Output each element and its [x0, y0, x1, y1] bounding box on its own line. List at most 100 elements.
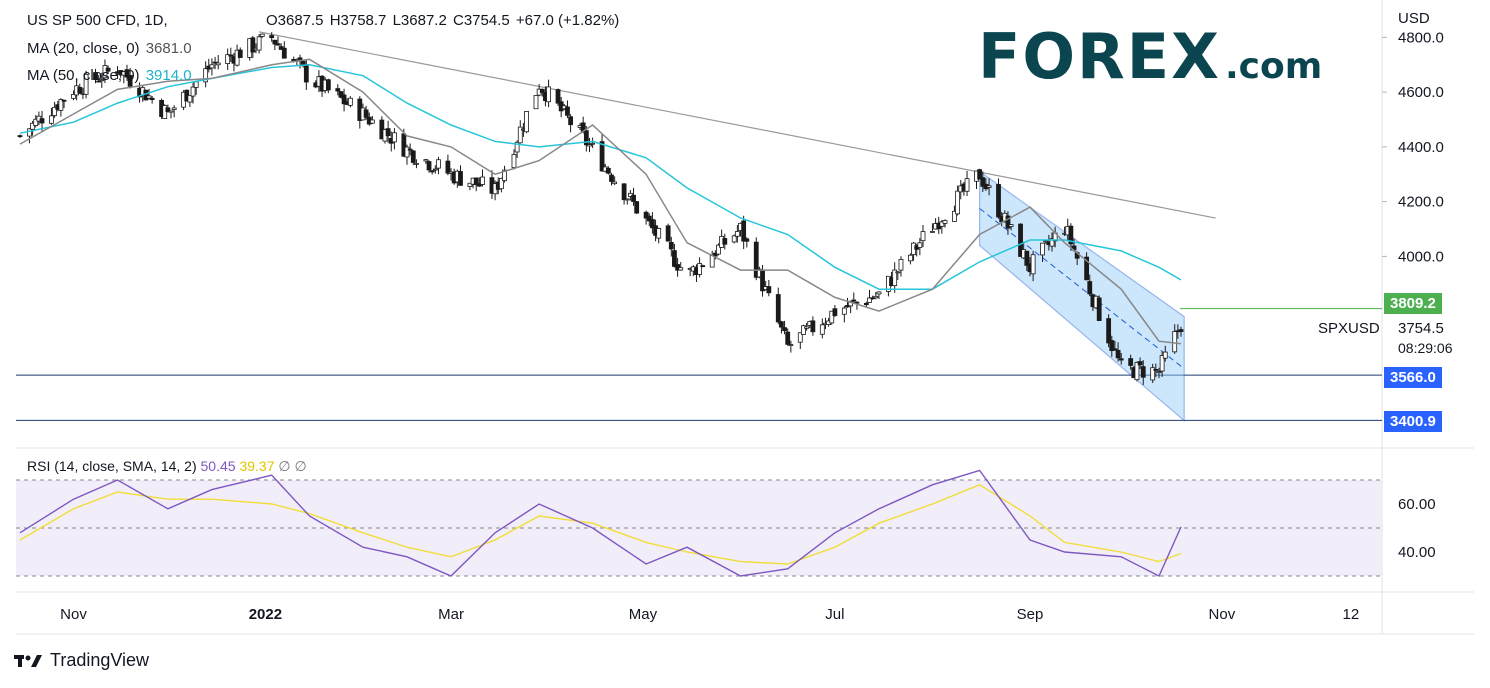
candle-body	[1068, 225, 1074, 245]
candle-body	[1008, 224, 1014, 227]
candle-body	[892, 269, 898, 286]
candle-body	[502, 169, 507, 182]
candle-body	[517, 126, 523, 144]
candle-body	[804, 326, 809, 329]
candle-body	[414, 162, 419, 165]
ohlc-header: US SP 500 CFD, 1D, O3687.5 H3758.7 L3687…	[27, 12, 621, 29]
price-tick-label: 4800.0	[1398, 29, 1444, 46]
candle-body	[473, 177, 479, 186]
candle-body	[514, 141, 520, 153]
price-tick-label: 4400.0	[1398, 139, 1444, 156]
candle-body	[920, 231, 926, 242]
candle-body	[458, 171, 463, 186]
candle-body	[203, 68, 209, 83]
candle-body	[363, 109, 369, 118]
candle-body	[259, 33, 265, 37]
candle-body	[171, 107, 177, 111]
candle-body	[77, 86, 83, 94]
candle-body	[634, 201, 640, 214]
candle-body	[1084, 256, 1090, 281]
candle-body	[955, 190, 961, 215]
candle-body	[99, 79, 105, 82]
candle-body	[146, 95, 152, 99]
rsi-legend[interactable]: RSI (14, close, SMA, 14, 2) 50.45 39.37 …	[27, 458, 307, 475]
time-tick-label: Nov	[60, 606, 87, 623]
rsi-label-text: RSI (14, close, SMA, 14, 2)	[27, 458, 197, 474]
candle-body	[1005, 215, 1011, 229]
candle-body	[1140, 366, 1146, 378]
candle-body	[105, 67, 111, 72]
candle-body	[190, 86, 196, 97]
candle-body	[369, 119, 375, 124]
candle-body	[225, 54, 231, 65]
candle-body	[1134, 362, 1140, 381]
candle-body	[385, 128, 391, 137]
candle-body	[269, 35, 275, 39]
candle-body	[841, 307, 847, 315]
candle-body	[250, 37, 256, 53]
time-tick-label: Jul	[825, 606, 844, 623]
support2-price-tag: 3400.9	[1384, 411, 1442, 432]
candle-body	[404, 146, 410, 158]
candle-body	[930, 231, 935, 233]
candle-body	[17, 135, 23, 137]
candle-body	[445, 160, 451, 174]
candle-body	[810, 320, 816, 333]
candle-body	[61, 99, 67, 102]
time-tick-label: Nov	[1209, 606, 1236, 623]
time-tick-label: 12	[1343, 606, 1360, 623]
candle-body	[668, 241, 674, 250]
candle-body	[797, 332, 803, 343]
close-value: C3754.5	[452, 12, 510, 29]
ma50-label: MA (50, close, 0)	[27, 67, 140, 84]
candle-body	[83, 74, 89, 95]
candle-body	[1018, 223, 1023, 257]
candle-body	[876, 291, 882, 295]
candle-body	[193, 81, 199, 88]
logo-suffix: .com	[1224, 46, 1323, 87]
ma50-legend[interactable]: MA (50, close, 0) 3914.0	[27, 67, 194, 84]
candle-body	[1049, 238, 1055, 247]
candle-body	[49, 115, 54, 124]
ma20-legend[interactable]: MA (20, close, 0) 3681.0	[27, 40, 194, 57]
candle-body	[498, 177, 504, 190]
candle-body	[423, 159, 429, 162]
candle-body	[124, 69, 130, 78]
candle-body	[27, 128, 32, 137]
candle-body	[539, 88, 545, 93]
candle-body	[228, 54, 234, 57]
descending-trendline	[259, 31, 1216, 219]
candle-body	[867, 297, 872, 303]
tradingview-branding[interactable]: TradingView	[14, 650, 149, 671]
candle-body	[898, 258, 904, 271]
candle-body	[426, 161, 432, 171]
ma20-line	[19, 58, 1182, 345]
candle-body	[209, 64, 215, 69]
logo-text: FOREX	[978, 20, 1221, 93]
candle-body	[524, 111, 529, 133]
candle-body	[102, 65, 108, 79]
high-value: H3758.7	[329, 12, 387, 29]
candle-body	[832, 308, 838, 316]
time-tick-label: Sep	[1017, 606, 1044, 623]
candle-body	[697, 263, 703, 275]
candle-body	[127, 75, 133, 87]
candle-body	[605, 167, 611, 174]
candle-body	[212, 61, 218, 64]
candle-body	[335, 88, 341, 92]
candle-body	[58, 99, 64, 111]
rsi-value: 50.45	[200, 458, 236, 474]
candle-body	[851, 299, 857, 302]
candle-body	[779, 321, 784, 328]
candle-body	[338, 91, 344, 98]
candle-body	[1137, 361, 1143, 366]
candle-body	[303, 64, 309, 83]
candle-body	[873, 295, 879, 299]
rsi-tick-label: 40.00	[1398, 544, 1436, 561]
last-price-value: 3754.5	[1398, 320, 1444, 337]
candle-body	[52, 106, 58, 116]
candle-body	[568, 116, 574, 126]
candle-body	[854, 301, 860, 304]
candle-body	[590, 142, 596, 145]
